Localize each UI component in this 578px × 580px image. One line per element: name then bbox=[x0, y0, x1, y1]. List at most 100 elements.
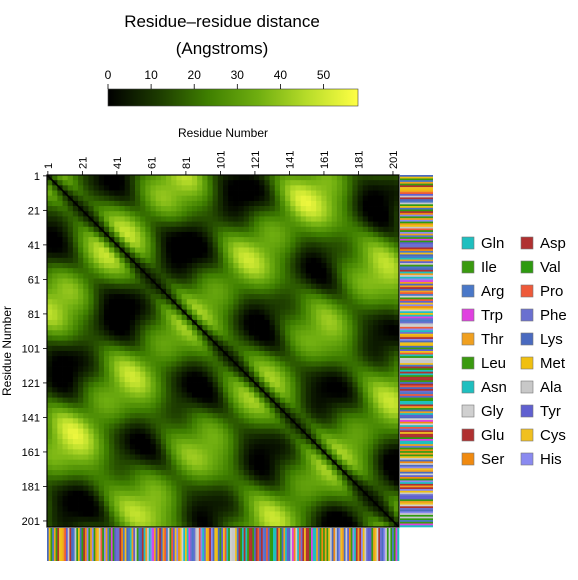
heatmap-cell bbox=[47, 402, 53, 409]
heatmap-cell bbox=[62, 454, 69, 461]
heatmap-cell bbox=[311, 516, 317, 523]
heatmap-cell bbox=[78, 516, 84, 523]
heatmap-cell bbox=[145, 361, 151, 367]
heatmap-cell bbox=[352, 485, 358, 492]
heatmap-cell bbox=[352, 211, 358, 217]
heatmap-cell bbox=[383, 490, 390, 497]
heatmap-cell bbox=[57, 345, 63, 352]
heatmap-cell bbox=[67, 475, 74, 481]
heatmap-cell bbox=[155, 309, 162, 316]
heatmap-cell bbox=[160, 480, 167, 486]
heatmap-cell bbox=[155, 418, 162, 424]
heatmap-cell bbox=[83, 516, 89, 523]
heatmap-cell bbox=[259, 397, 265, 404]
heatmap-cell bbox=[254, 423, 260, 430]
heatmap-cell bbox=[342, 387, 348, 393]
heatmap-cell bbox=[274, 475, 281, 481]
heatmap-cell bbox=[238, 459, 245, 466]
heatmap-cell bbox=[352, 294, 358, 300]
heatmap-cell bbox=[212, 480, 219, 486]
heatmap-cell bbox=[321, 268, 327, 274]
heatmap-cell bbox=[171, 211, 177, 217]
heatmap-cell bbox=[135, 376, 141, 383]
heatmap-cell bbox=[47, 376, 53, 383]
heatmap-cell bbox=[72, 283, 79, 290]
heatmap-cell bbox=[290, 299, 296, 305]
heatmap-cell bbox=[264, 340, 270, 347]
heatmap-cell bbox=[342, 433, 348, 440]
heatmap-cell bbox=[197, 418, 203, 424]
heatmap-cell bbox=[207, 325, 214, 331]
heatmap-cell bbox=[336, 511, 343, 518]
heatmap-cell bbox=[202, 418, 208, 424]
heatmap-cell bbox=[67, 454, 74, 461]
heatmap-cell bbox=[238, 242, 245, 248]
sequence-cell bbox=[400, 187, 433, 190]
heatmap-cell bbox=[140, 495, 146, 502]
heatmap-cell bbox=[238, 351, 245, 357]
heatmap-cell bbox=[114, 475, 120, 481]
heatmap-cell bbox=[150, 299, 157, 305]
heatmap-cell bbox=[373, 428, 379, 435]
heatmap-cell bbox=[228, 521, 234, 527]
heatmap-cell bbox=[72, 185, 79, 191]
heatmap-cell bbox=[383, 237, 390, 243]
heatmap-cell bbox=[191, 459, 198, 466]
heatmap-cell bbox=[331, 299, 338, 305]
heatmap-cell bbox=[378, 361, 384, 367]
heatmap-cell bbox=[103, 418, 110, 424]
heatmap-cell bbox=[171, 376, 177, 383]
heatmap-cell bbox=[383, 314, 390, 321]
heatmap-cell bbox=[342, 407, 348, 414]
heatmap-cell bbox=[103, 221, 110, 228]
heatmap-cell bbox=[305, 185, 312, 191]
heatmap-cell bbox=[383, 247, 390, 254]
heatmap-cell bbox=[67, 231, 74, 238]
heatmap-cell bbox=[259, 294, 265, 300]
heatmap-cell bbox=[352, 413, 358, 419]
heatmap-cell bbox=[233, 175, 239, 181]
heatmap-cell bbox=[52, 226, 58, 233]
sequence-cell bbox=[400, 364, 433, 367]
sequence-cell bbox=[400, 487, 433, 490]
heatmap-cell bbox=[217, 470, 224, 476]
heatmap-cell bbox=[124, 506, 131, 512]
heatmap-cell bbox=[326, 376, 333, 383]
heatmap-cell bbox=[321, 273, 327, 279]
heatmap-cell bbox=[145, 330, 151, 336]
heatmap-cell bbox=[393, 475, 399, 481]
heatmap-cell bbox=[295, 351, 302, 357]
heatmap-cell bbox=[274, 485, 281, 492]
heatmap-cell bbox=[342, 444, 348, 450]
heatmap-cell bbox=[72, 407, 79, 414]
heatmap-cell bbox=[274, 231, 281, 238]
heatmap-cell bbox=[109, 242, 115, 248]
heatmap-cell bbox=[233, 252, 239, 259]
heatmap-cell bbox=[295, 444, 302, 450]
heatmap-cell bbox=[171, 402, 177, 409]
heatmap-cell bbox=[129, 459, 136, 466]
heatmap-cell bbox=[83, 319, 89, 326]
heatmap-cell bbox=[223, 252, 229, 259]
heatmap-cell bbox=[254, 257, 260, 264]
heatmap-cell bbox=[362, 418, 369, 424]
heatmap-cell bbox=[212, 490, 219, 497]
heatmap-cell bbox=[150, 268, 157, 274]
heatmap-cell bbox=[176, 413, 182, 419]
heatmap-cell bbox=[186, 470, 193, 476]
heatmap-cell bbox=[78, 283, 84, 290]
heatmap-cell bbox=[243, 506, 250, 512]
sequence-cell bbox=[400, 383, 433, 386]
heatmap-cell bbox=[197, 506, 203, 512]
sequence-cell bbox=[400, 471, 433, 474]
heatmap-cell bbox=[305, 330, 312, 336]
heatmap-cell bbox=[155, 325, 162, 331]
heatmap-cell bbox=[342, 190, 348, 197]
heatmap-cell bbox=[362, 314, 369, 321]
heatmap-cell bbox=[285, 325, 291, 331]
heatmap-cell bbox=[155, 464, 162, 471]
heatmap-cell bbox=[103, 185, 110, 191]
sequence-cell bbox=[72, 528, 75, 561]
heatmap-cell bbox=[233, 449, 239, 455]
colorbar-tick-label: 40 bbox=[274, 68, 288, 82]
